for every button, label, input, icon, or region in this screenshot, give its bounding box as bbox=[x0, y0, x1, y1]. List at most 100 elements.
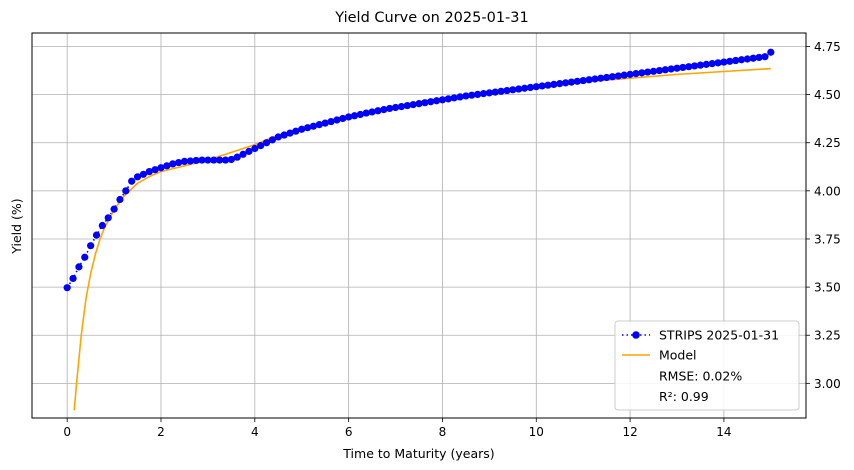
strips-data-point bbox=[620, 71, 628, 79]
strips-data-point bbox=[128, 177, 136, 185]
chart-title: Yield Curve on 2025-01-31 bbox=[334, 10, 528, 26]
strips-data-point bbox=[556, 80, 564, 88]
x-tick-label: 10 bbox=[529, 425, 544, 439]
data-markers bbox=[63, 48, 775, 292]
strips-data-point bbox=[309, 122, 318, 130]
strips-data-point bbox=[673, 64, 681, 72]
strips-data-point bbox=[110, 205, 118, 213]
strips-data-point bbox=[679, 63, 687, 72]
strips-data-point bbox=[133, 173, 142, 181]
plot-frame bbox=[31, 32, 807, 419]
strips-data-point bbox=[92, 231, 101, 239]
strips-data-point bbox=[274, 133, 282, 141]
strips-data-point bbox=[174, 158, 183, 167]
strips-data-point bbox=[286, 129, 294, 137]
strips-data-point bbox=[221, 156, 230, 164]
strips-data-point bbox=[474, 90, 482, 99]
strips-data-point bbox=[450, 94, 458, 102]
strips-data-point bbox=[667, 65, 675, 73]
y-axis-ticks: 3.00 3.25 3.50 3.75 4.00 4.25 4.50 4.75 bbox=[806, 40, 841, 391]
strips-data-point bbox=[69, 274, 77, 283]
strips-data-point bbox=[438, 96, 447, 104]
strips-data-point bbox=[761, 53, 769, 61]
strips-data-point bbox=[515, 85, 523, 93]
y-tick-label: 3.50 bbox=[814, 281, 841, 295]
legend-strips-label: STRIPS 2025-01-31 bbox=[659, 328, 779, 343]
strips-data-point bbox=[526, 83, 535, 92]
strips-data-point bbox=[550, 80, 558, 88]
strips-data-point bbox=[345, 113, 353, 121]
strips-data-point bbox=[415, 100, 423, 108]
strips-data-point bbox=[626, 70, 634, 78]
strips-data-point bbox=[661, 66, 669, 74]
strips-data-point bbox=[720, 58, 728, 66]
strips-data-point bbox=[491, 88, 499, 96]
strips-data-point bbox=[655, 66, 664, 75]
strips-data-point bbox=[403, 101, 411, 110]
strips-data-point bbox=[198, 156, 206, 164]
strips-data-point bbox=[708, 60, 716, 68]
strips-data-point bbox=[262, 139, 271, 147]
strips-data-point bbox=[216, 156, 224, 164]
strips-data-point bbox=[409, 101, 417, 109]
strips-data-point bbox=[333, 116, 341, 124]
x-tick-label: 14 bbox=[716, 425, 731, 439]
strips-data-point bbox=[585, 76, 593, 84]
strips-data-point bbox=[573, 77, 581, 85]
strips-data-point bbox=[579, 76, 587, 85]
legend: STRIPS 2025-01-31 Model RMSE: 0.02% R²: … bbox=[614, 320, 800, 411]
strips-data-point bbox=[509, 86, 517, 94]
strips-data-point bbox=[743, 55, 751, 63]
strips-data-point bbox=[350, 112, 359, 120]
y-tick-label: 3.75 bbox=[814, 232, 841, 246]
strips-data-point bbox=[391, 103, 400, 112]
x-tick-label: 12 bbox=[622, 425, 637, 439]
strips-data-point bbox=[380, 106, 388, 114]
strips-data-point bbox=[292, 127, 300, 135]
strips-data-point bbox=[503, 86, 511, 95]
strips-data-point bbox=[737, 56, 746, 64]
y-tick-label: 4.25 bbox=[814, 136, 841, 150]
strips-data-point bbox=[732, 56, 740, 65]
strips-data-point bbox=[456, 93, 464, 101]
strips-data-point bbox=[497, 87, 505, 95]
x-tick-label: 4 bbox=[251, 425, 259, 439]
strips-data-point bbox=[362, 109, 370, 117]
strips-data-point bbox=[163, 162, 171, 170]
legend-model-label: Model bbox=[659, 348, 697, 363]
strips-data-point bbox=[139, 170, 148, 178]
strips-data-point bbox=[755, 53, 763, 62]
strips-data-point bbox=[632, 70, 640, 78]
strips-data-point bbox=[397, 102, 406, 111]
y-tick-label: 4.75 bbox=[814, 40, 841, 54]
legend-box bbox=[614, 320, 800, 411]
strips-data-point bbox=[532, 83, 540, 91]
strips-data-point bbox=[444, 95, 452, 103]
strips-data-point bbox=[104, 214, 112, 222]
x-axis-ticks: 0 2 4 6 8 10 12 14 bbox=[63, 418, 732, 439]
y-tick-label: 4.50 bbox=[814, 88, 841, 102]
strips-data-point bbox=[145, 168, 153, 176]
strips-data-point bbox=[538, 82, 546, 90]
strips-data-point bbox=[561, 79, 570, 87]
strips-data-point bbox=[432, 97, 441, 105]
x-tick-label: 2 bbox=[157, 425, 165, 439]
strips-data-point bbox=[116, 195, 124, 204]
strips-data-point bbox=[749, 54, 757, 62]
legend-rmse-label: RMSE: 0.02% bbox=[659, 369, 742, 384]
strips-data-point bbox=[210, 156, 218, 164]
strips-data-point bbox=[87, 242, 95, 250]
strips-data-point bbox=[98, 221, 106, 230]
strips-data-point bbox=[327, 117, 335, 126]
x-tick-label: 0 bbox=[63, 425, 71, 439]
strips-data-point bbox=[591, 75, 599, 83]
strips-data-point bbox=[157, 164, 165, 172]
strips-data-point bbox=[280, 131, 288, 139]
y-tick-label: 3.00 bbox=[814, 377, 841, 391]
strips-data-point bbox=[485, 89, 493, 97]
strips-data-point bbox=[690, 62, 699, 70]
strips-data-point bbox=[479, 90, 488, 98]
strips-data-point bbox=[122, 187, 130, 195]
strips-data-point bbox=[374, 107, 382, 115]
strips-data-point bbox=[245, 147, 253, 155]
